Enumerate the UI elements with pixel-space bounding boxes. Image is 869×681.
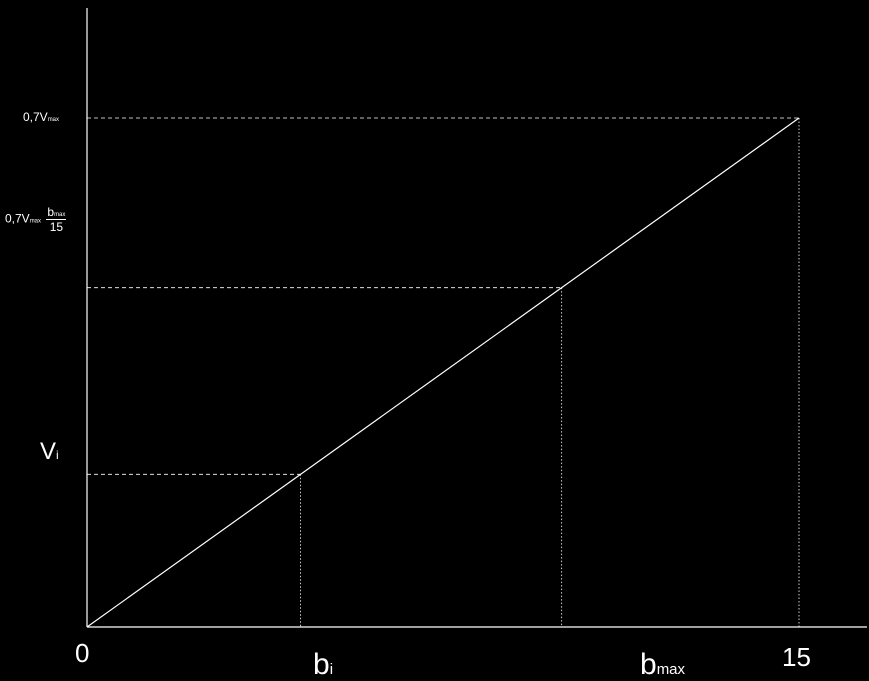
x-tick-0: 0 bbox=[75, 638, 90, 668]
y-label-vi: Vi bbox=[40, 438, 59, 465]
y-label-07vmax-fraction: 0,7Vmax bmax 15 bbox=[5, 205, 67, 234]
x-tick-15: 15 bbox=[782, 642, 811, 672]
series-line bbox=[86, 117, 800, 628]
fraction: bmax 15 bbox=[46, 205, 67, 234]
x-tick-bi: bi bbox=[313, 648, 334, 681]
reference-guides bbox=[87, 117, 800, 627]
y-label-07vmax: 0,7Vmax bbox=[23, 110, 60, 124]
x-tick-bmax: bmax bbox=[640, 648, 686, 681]
